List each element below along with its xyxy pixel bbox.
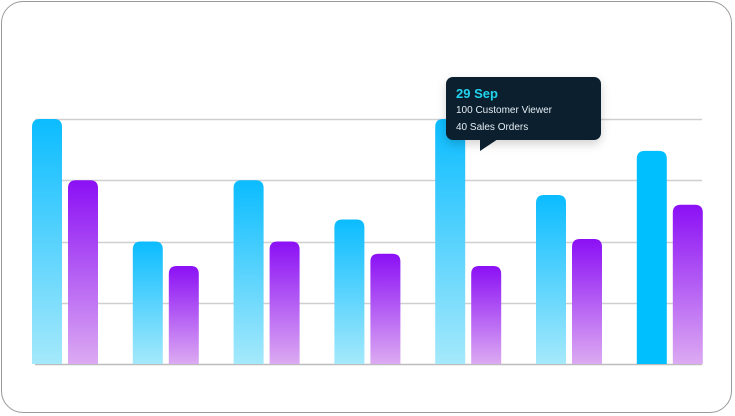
bar-customer-viewer[interactable]: [132, 241, 163, 365]
data-tooltip: 29 Sep 100 Customer Viewer 40 Sales Orde…: [446, 77, 601, 151]
tooltip-customer-viewer: 100 Customer Viewer: [456, 105, 552, 116]
bars[interactable]: [32, 119, 703, 364]
tooltip-sales-orders: 40 Sales Orders: [456, 122, 529, 133]
bar-sales-orders[interactable]: [370, 253, 401, 364]
bar-sales-orders[interactable]: [572, 239, 602, 364]
bar-sales-orders[interactable]: [471, 266, 502, 364]
bar-sales-orders[interactable]: [672, 204, 703, 364]
bar-sales-orders[interactable]: [68, 180, 98, 364]
bar-customer-viewer[interactable]: [435, 119, 466, 364]
bar-sales-orders[interactable]: [168, 266, 199, 364]
bar-customer-viewer[interactable]: [536, 194, 566, 364]
bar-customer-viewer[interactable]: [233, 180, 264, 364]
bar-sales-orders[interactable]: [269, 241, 300, 365]
bar-customer-viewer[interactable]: [636, 150, 667, 364]
bar-customer-viewer[interactable]: [32, 119, 62, 364]
bar-customer-viewer[interactable]: [334, 219, 365, 364]
tooltip-date: 29 Sep: [456, 86, 498, 101]
